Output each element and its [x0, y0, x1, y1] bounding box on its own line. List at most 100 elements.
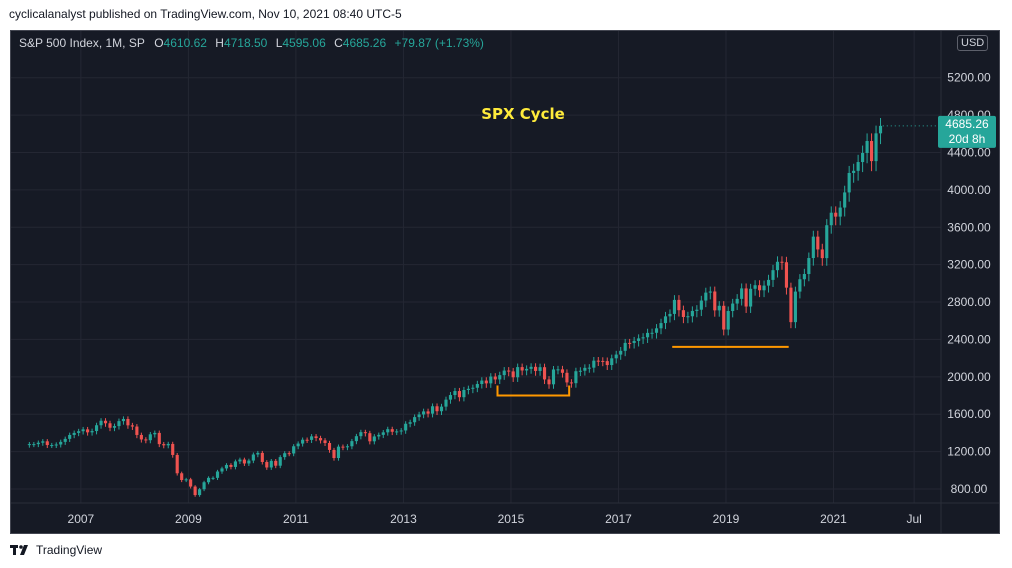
tradingview-logo-icon	[10, 545, 28, 555]
candle-body	[659, 323, 663, 329]
candle-body	[426, 411, 430, 414]
tradingview-logo[interactable]: TradingView	[10, 543, 102, 557]
candle-body	[520, 367, 524, 371]
high-value: 4718.50	[223, 36, 268, 50]
candle-body	[637, 338, 641, 341]
candle-body	[847, 172, 851, 193]
candle-body	[704, 292, 708, 301]
candle-body	[94, 425, 99, 432]
candle-body	[390, 429, 394, 432]
candle-body	[166, 443, 170, 446]
y-tick-label: 1200.00	[947, 445, 991, 459]
candle-body	[81, 429, 85, 432]
candle-body	[690, 310, 694, 317]
candle-body	[489, 376, 493, 384]
currency-button[interactable]: USD	[957, 35, 989, 51]
candle-body	[180, 473, 184, 481]
chart-panel[interactable]: 800.00 1200.00 1600.00 2000.00 2400.00 2800.0…	[10, 30, 1000, 534]
candle-body	[861, 152, 865, 163]
candle-body	[605, 361, 609, 366]
x-tick-label: 2013	[390, 512, 417, 526]
y-tick-label: 3200.00	[947, 258, 991, 272]
low-value: 4595.06	[282, 36, 326, 50]
candle-body	[869, 141, 874, 162]
candle-body	[386, 429, 390, 433]
candle-body	[731, 303, 735, 312]
candle-body	[193, 486, 197, 496]
bar-countdown: 20d 8h	[949, 132, 986, 146]
candle-body	[41, 441, 45, 443]
candle-body	[238, 459, 242, 462]
candle-body	[699, 300, 703, 310]
x-tick-label: 2009	[175, 512, 202, 526]
candle-body	[274, 460, 278, 466]
candle-body	[184, 479, 188, 481]
y-tick-label: 4000.00	[947, 183, 991, 197]
candle-body	[242, 459, 246, 464]
candle-body	[807, 258, 811, 275]
candle-body	[206, 477, 211, 483]
candle-body	[175, 454, 179, 474]
candle-body	[336, 446, 341, 459]
candle-body	[68, 434, 72, 439]
candle-body	[278, 457, 282, 466]
candle-body	[843, 192, 847, 208]
candle-body	[148, 434, 152, 441]
candle-body	[112, 426, 117, 428]
candle-body	[493, 376, 497, 380]
candle-body	[798, 279, 802, 292]
candle-body	[215, 471, 220, 478]
candle-body	[672, 299, 677, 314]
candle-body	[296, 443, 300, 447]
candle-body	[265, 461, 269, 468]
candle-body	[556, 369, 560, 371]
candle-body	[529, 366, 533, 369]
candle-body	[439, 406, 444, 412]
candle-body	[686, 316, 690, 318]
candle-body	[498, 375, 502, 380]
candle-body	[247, 460, 251, 464]
candle-body	[865, 141, 869, 153]
candle-body	[569, 382, 573, 384]
chart-title: SPX Cycle	[481, 105, 565, 123]
candle-body	[72, 432, 76, 435]
candle-body	[189, 479, 193, 487]
candle-body	[740, 288, 744, 299]
candle-body	[516, 367, 520, 378]
candle-body	[471, 387, 475, 389]
candle-body	[435, 406, 439, 412]
candle-body	[251, 454, 255, 461]
candle-body	[130, 425, 134, 427]
candle-body	[663, 316, 668, 324]
candle-body	[103, 420, 108, 424]
y-tick-label: 2400.00	[947, 332, 991, 346]
low-label: L	[275, 36, 283, 50]
candle-body	[601, 360, 605, 362]
candle-body	[171, 443, 175, 455]
candle-body	[157, 432, 161, 445]
x-tick-label: 2011	[283, 512, 309, 526]
candle-body	[404, 423, 408, 431]
candle-body	[722, 305, 726, 330]
close-value: 4685.26	[342, 36, 387, 50]
candle-body	[534, 366, 538, 371]
candle-body	[413, 417, 417, 423]
candle-body	[332, 449, 336, 459]
candle-body	[327, 442, 332, 450]
candle-body	[811, 236, 815, 259]
y-tick-label: 4400.00	[947, 146, 991, 160]
candle-body	[341, 446, 345, 448]
last-price-tag-background	[938, 115, 996, 148]
candle-body	[211, 477, 215, 479]
candle-body	[224, 464, 229, 469]
candle-body	[560, 369, 565, 373]
candle-body	[838, 207, 842, 217]
candle-body	[484, 380, 488, 384]
candlestick-chart[interactable]: 800.00 1200.00 1600.00 2000.00 2400.00 2800.0…	[11, 31, 1000, 534]
candle-body	[762, 285, 766, 291]
y-tick-label: 2800.00	[947, 295, 991, 309]
candle-body	[108, 423, 112, 428]
ohlc-legend: S&P 500 Index, 1M, SP O4610.62 H4718.50 …	[19, 36, 484, 50]
candle-body	[628, 342, 632, 344]
candle-body	[36, 442, 40, 445]
